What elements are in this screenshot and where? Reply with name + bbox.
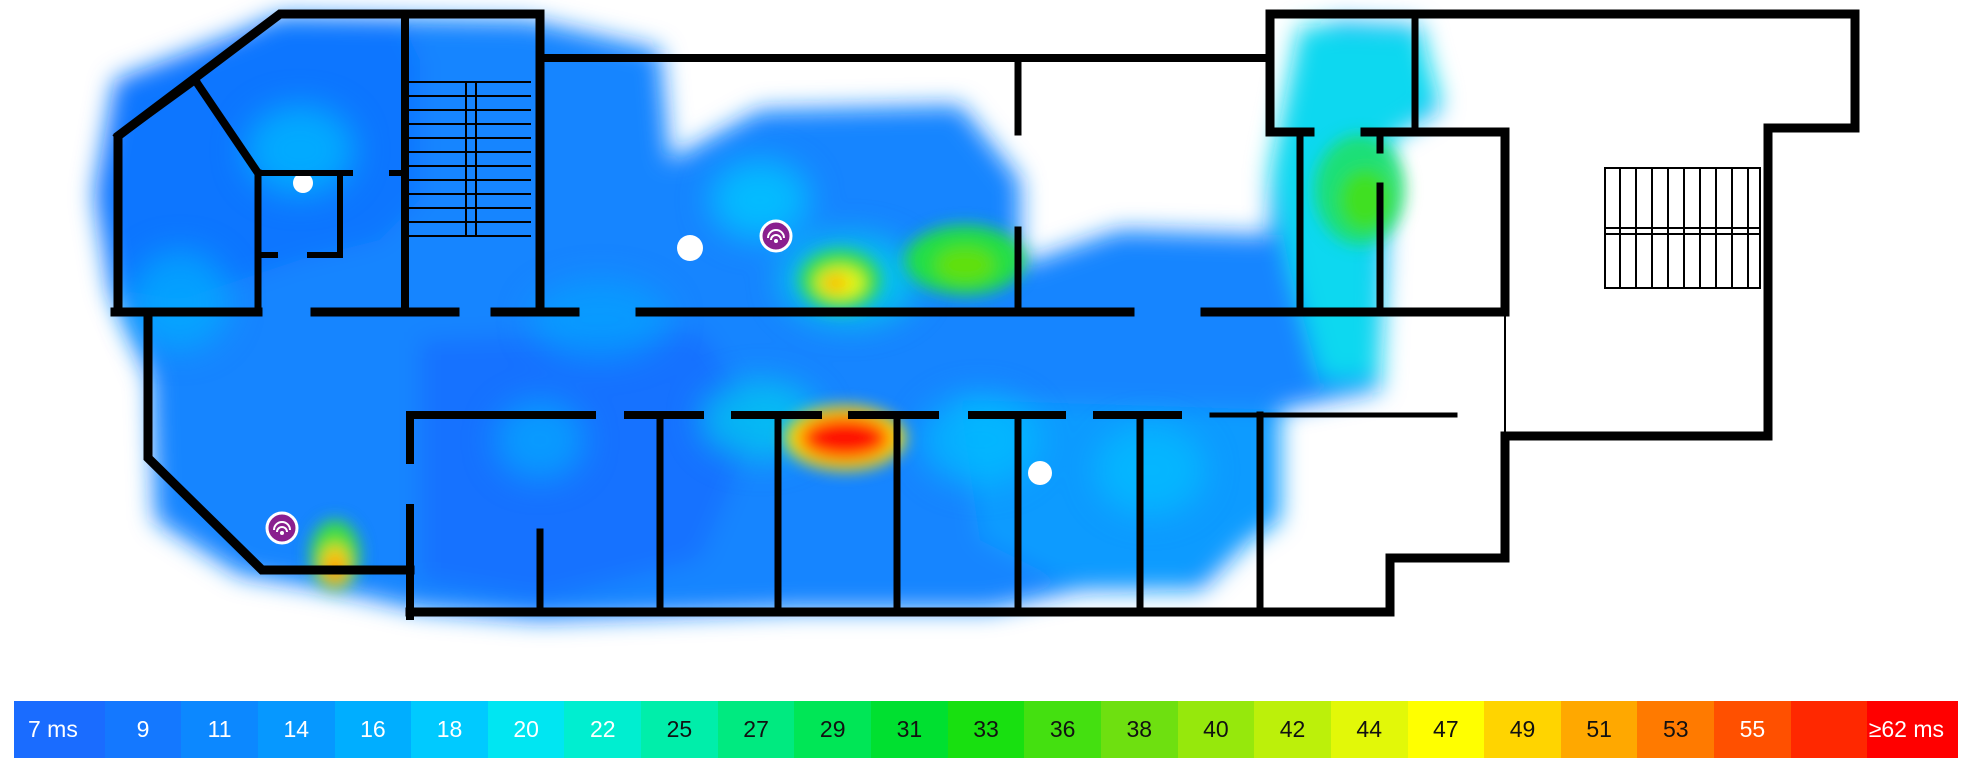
- legend-stop: 11: [181, 701, 258, 758]
- latency-legend: 7 ms 9 11 14 16 18 20 22 25 27 29 31 33 36 38 40 42 44 47 4…: [14, 701, 1959, 758]
- legend-stop: 53: [1637, 701, 1715, 758]
- legend-stop: 44: [1330, 701, 1408, 758]
- legend-stop: 9: [104, 701, 182, 758]
- legend-stop: 29: [794, 701, 872, 758]
- legend-stop: 20: [487, 701, 565, 758]
- legend-stop: 18: [411, 701, 488, 758]
- legend-stop: ≥62 ms: [1867, 701, 1959, 758]
- stairs-right: [1604, 167, 1761, 289]
- legend-stop: 55: [1714, 701, 1791, 758]
- legend-stop: 16: [334, 701, 412, 758]
- legend-stop: [1790, 701, 1868, 758]
- legend-stop: 49: [1484, 701, 1561, 758]
- legend-stop: 38: [1100, 701, 1178, 758]
- legend-stop: 33: [947, 701, 1025, 758]
- legend-stop: 36: [1024, 701, 1101, 758]
- legend-stop: 7 ms: [14, 701, 105, 758]
- legend-stop: 42: [1254, 701, 1331, 758]
- legend-stop: 22: [564, 701, 642, 758]
- legend-stop: 31: [871, 701, 948, 758]
- legend-stop: 51: [1560, 701, 1638, 758]
- floor-plan-walls: [110, 9, 1860, 620]
- legend-stop: 27: [717, 701, 795, 758]
- legend-stop: 14: [257, 701, 335, 758]
- legend-stop: 47: [1407, 701, 1485, 758]
- stairs-left: [409, 81, 531, 237]
- legend-stop: 40: [1177, 701, 1255, 758]
- legend-stop: 25: [641, 701, 718, 758]
- access-point-2[interactable]: [265, 511, 299, 545]
- coverage-gaps: [293, 173, 1052, 485]
- access-point-1[interactable]: [759, 219, 793, 253]
- floor-plan-heatmap: [95, 9, 1860, 620]
